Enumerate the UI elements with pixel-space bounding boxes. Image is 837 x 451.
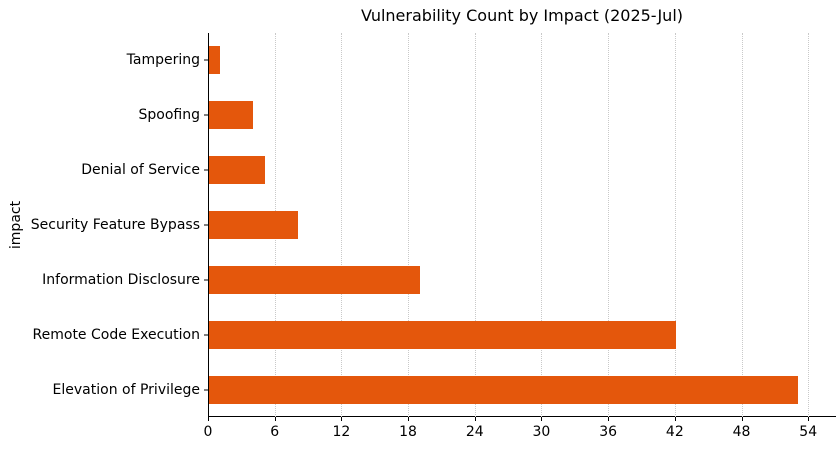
- y-tick-label: Tampering: [126, 52, 200, 69]
- x-tick-label: 36: [599, 424, 618, 440]
- y-axis-label: impact: [8, 200, 24, 250]
- x-tick-mark: [341, 417, 343, 421]
- gridline: [541, 33, 543, 417]
- bar-security-feature-bypass: [209, 211, 298, 239]
- bar-denial-of-service: [209, 156, 265, 185]
- x-tick-mark: [541, 417, 543, 421]
- y-tick-mark: [204, 59, 208, 61]
- x-tick-label: 12: [332, 424, 351, 440]
- x-tick-mark: [208, 417, 209, 421]
- y-tick-mark: [204, 114, 208, 116]
- x-tick-label: 6: [270, 424, 280, 440]
- gridline: [741, 33, 743, 417]
- x-tick-label: 54: [799, 424, 818, 440]
- y-tick-label: Elevation of Privilege: [52, 381, 200, 398]
- y-tick-mark: [204, 224, 208, 226]
- x-tick-label: 0: [203, 424, 213, 440]
- x-tick-mark: [674, 417, 676, 421]
- chart-title: Vulnerability Count by Impact (2025-Jul): [360, 6, 684, 25]
- y-tick-label: Spoofing: [138, 107, 200, 124]
- x-tick-label: 48: [732, 424, 751, 440]
- bar-information-disclosure: [209, 265, 421, 294]
- x-axis-spine: [208, 416, 836, 417]
- y-axis-spine: [208, 33, 209, 417]
- x-tick-label: 30: [532, 424, 551, 440]
- y-tick-label: Remote Code Execution: [32, 326, 200, 343]
- x-tick-mark: [808, 417, 810, 421]
- y-tick-label: Denial of Service: [81, 162, 200, 179]
- y-tick-mark: [204, 279, 208, 281]
- x-tick-label: 42: [665, 424, 684, 440]
- y-tick-mark: [204, 389, 208, 391]
- y-tick-label: Security Feature Bypass: [30, 217, 200, 233]
- bar-remote-code-execution: [209, 320, 676, 349]
- x-tick-mark: [608, 417, 610, 421]
- bar-spoofing: [209, 101, 254, 130]
- y-tick-mark: [204, 334, 208, 336]
- gridline: [474, 33, 476, 417]
- x-tick-mark: [274, 417, 276, 421]
- bar-elevation-of-privilege: [209, 375, 799, 404]
- gridline: [674, 33, 676, 417]
- gridline: [341, 33, 343, 417]
- x-tick-mark: [741, 417, 743, 421]
- plot-area: 0 6 12 18 24 30 36 42 48 54 Tampering Spoofing Denia…: [31, 33, 836, 440]
- gridline: [408, 33, 410, 417]
- y-tick-label: Information Disclosure: [42, 271, 200, 288]
- x-tick-mark: [474, 417, 476, 421]
- gridline: [608, 33, 610, 417]
- bar-tampering: [209, 46, 221, 75]
- x-tick-label: 24: [465, 424, 484, 440]
- x-tick-label: 18: [399, 424, 417, 440]
- y-tick-mark: [204, 169, 208, 171]
- x-tick-mark: [408, 417, 410, 421]
- gridline: [808, 33, 810, 417]
